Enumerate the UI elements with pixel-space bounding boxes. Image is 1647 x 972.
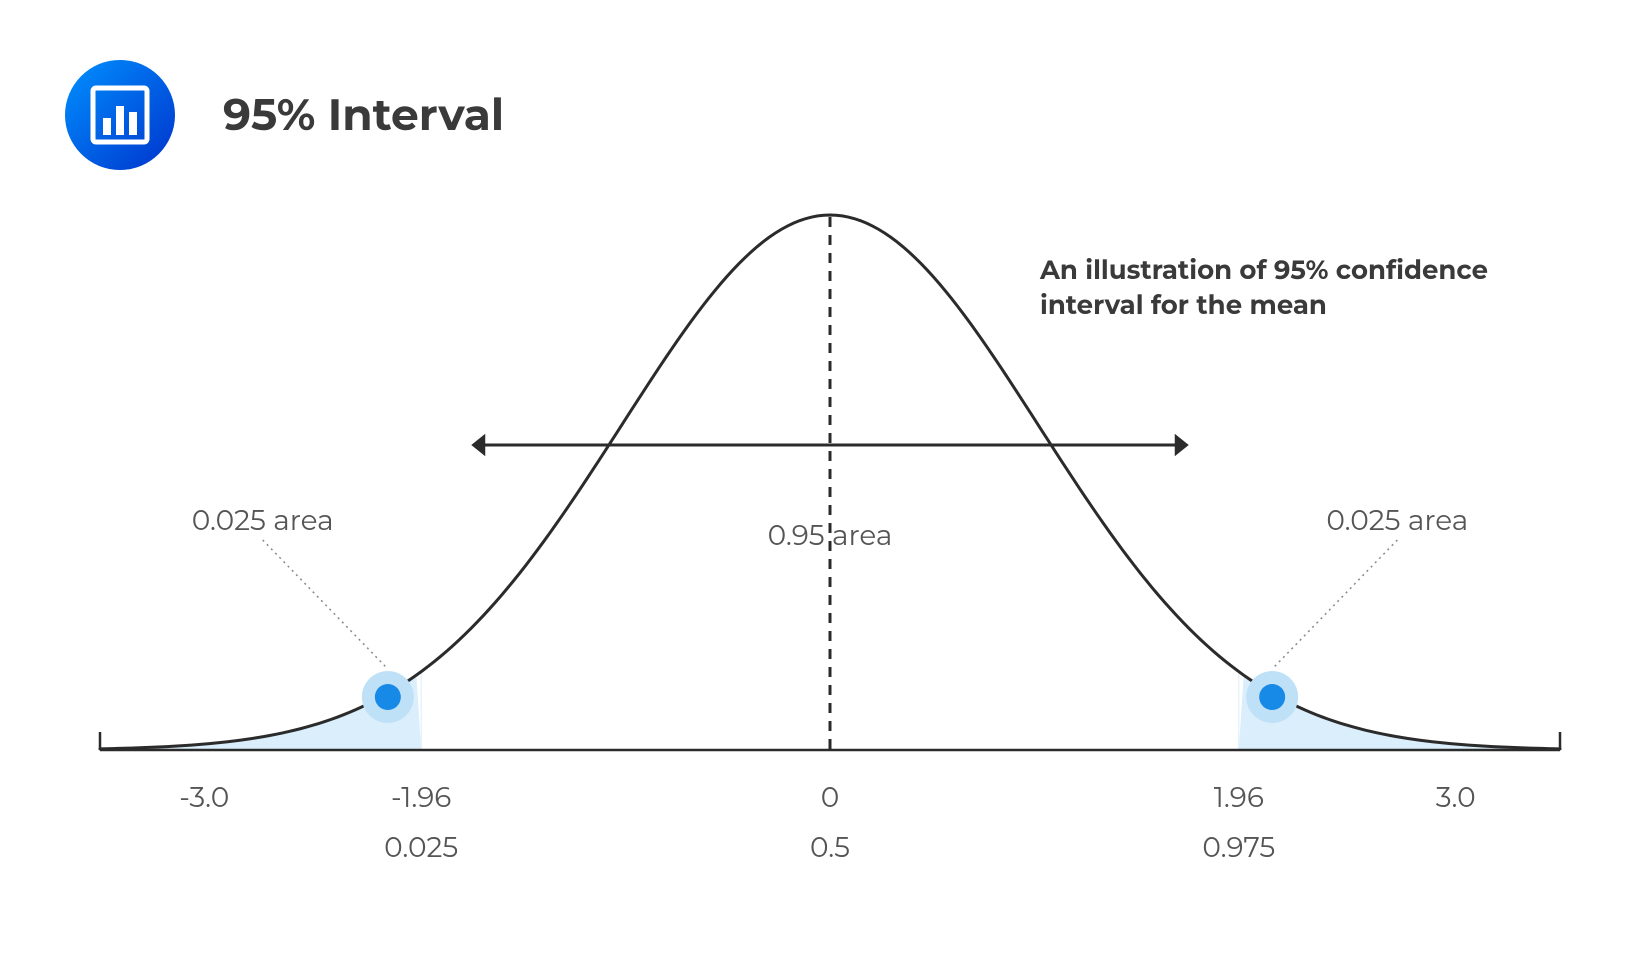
left-tail-leader — [263, 540, 388, 669]
left-tail-label: 0.025 area — [192, 504, 334, 538]
x-tick-cumulative-label: 0.5 — [810, 831, 850, 865]
right-tail-dot — [1259, 684, 1285, 710]
right-tail-label: 0.025 area — [1326, 504, 1468, 538]
x-tick-cumulative-label: 0.975 — [1202, 831, 1275, 865]
confidence-interval-chart: 0.95 area 0.025 area 0.025 area -3.0 -1.96 0 1… — [80, 195, 1580, 915]
page-title: 95% Interval — [223, 88, 504, 142]
x-tick-label: 1.96 — [1214, 781, 1264, 815]
right-tail-leader — [1272, 540, 1397, 669]
x-tick-label: -3.0 — [179, 781, 229, 815]
header: 95% Interval — [65, 60, 504, 170]
x-tick-cumulative-label: 0.025 — [384, 831, 458, 865]
bar-chart-icon — [65, 60, 175, 170]
logo-badge — [65, 60, 175, 170]
page: 95% Interval An illustration of 95% conf… — [0, 0, 1647, 972]
x-tick-label: 3.0 — [1436, 781, 1476, 815]
x-tick-label: 0 — [821, 781, 840, 815]
left-tail-dot — [375, 684, 401, 710]
x-tick-label: -1.96 — [391, 781, 451, 815]
center-area-label: 0.95 area — [768, 519, 893, 553]
